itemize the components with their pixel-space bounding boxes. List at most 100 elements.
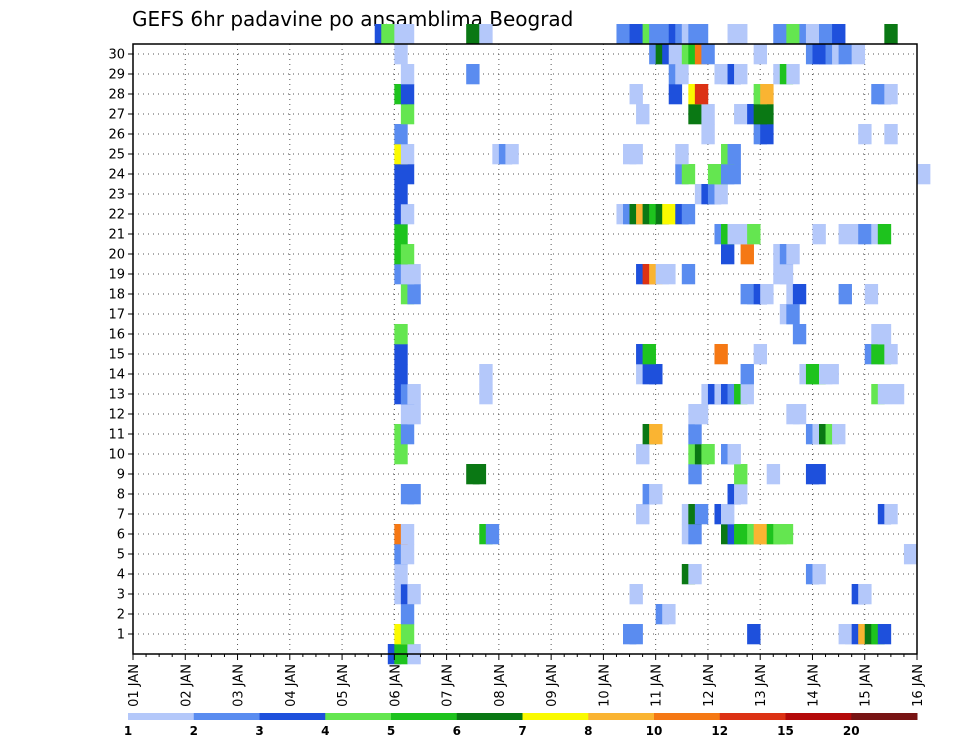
heatmap-cell [773,24,787,45]
heatmap-cell [629,84,643,105]
y-tick-label: 24 [108,168,125,183]
heatmap-cell [681,164,696,185]
x-tick-label: 02 JAN [179,664,194,707]
x-tick-label: 12 JAN [702,664,717,707]
y-tick-label: 21 [108,228,125,243]
y-tick-label: 11 [108,428,125,443]
heatmap-cell [812,464,826,485]
legend-label: 2 [190,724,198,738]
y-tick-label: 27 [108,108,125,123]
heatmap-cell [792,404,807,425]
heatmap-cell [394,564,408,585]
heatmap-cell [400,424,415,445]
heatmap-cell [688,104,702,125]
x-tick-label: 16 JAN [911,664,926,707]
heatmap-cell [740,364,754,385]
heatmap-cell [734,104,748,125]
y-tick-label: 14 [108,368,125,383]
x-tick-label: 10 JAN [597,664,612,707]
heatmap-cell [649,484,663,505]
heatmap-cell [400,244,415,265]
heatmap-cell [747,624,761,645]
heatmap-cell [832,24,846,45]
legend-label: 1 [124,724,132,738]
heatmap-cell [753,44,768,65]
legend-swatch [522,713,589,720]
heatmap-cells [374,24,931,665]
heatmap-cell [884,504,898,525]
heatmap-cell [786,304,800,325]
y-tick-label: 9 [117,468,125,483]
heatmap-cell [407,484,421,505]
heatmap-cell [825,364,839,385]
x-tick-label: 15 JAN [859,664,874,707]
heatmap-cell [714,344,728,365]
heatmap-cell [812,564,826,585]
y-tick-label: 16 [108,328,125,343]
heatmap-cell [407,264,421,285]
heatmap-cell [760,124,774,145]
y-tick-label: 30 [108,48,125,63]
x-tick-label: 11 JAN [650,664,665,707]
y-tick-label: 19 [108,268,125,283]
heatmap-cell [668,84,683,105]
legend-swatch [851,713,918,720]
heatmap-cell [838,224,852,245]
heatmap-cell [400,544,415,565]
legend-label: 15 [777,724,794,738]
heatmap-cell [753,344,768,365]
heatmap-cell [400,624,415,645]
legend-label: 20 [843,724,860,738]
heatmap-cell [649,424,663,445]
heatmap-cell [479,364,493,385]
heatmap-cell [400,604,415,625]
heatmap-cell [505,144,519,165]
heatmap-cell [779,264,794,285]
heatmap-cell [629,144,643,165]
heatmap-cell [858,124,872,145]
heatmap-cell [662,264,676,285]
y-tick-label: 2 [117,608,125,623]
heatmap-cell [838,284,852,305]
heatmap-cell [734,64,748,85]
legend-label: 5 [387,724,395,738]
heatmap-cell [792,284,807,305]
x-axis: 01 JAN 02 JAN 03 JAN 04 JAN 05 JAN 06 JAN 07 J… [127,654,926,707]
heatmap-cell [727,164,741,185]
heatmap-cell [917,164,931,185]
heatmap-cell [400,524,415,545]
heatmap-cell [786,244,800,265]
x-tick-label: 04 JAN [284,664,299,707]
x-tick-label: 13 JAN [754,664,769,707]
heatmap-cell [877,624,892,645]
heatmap-cell [760,104,774,125]
heatmap-cell [479,384,493,405]
heatmap-cell [760,284,774,305]
legend-swatch [193,713,260,720]
heatmap-cell [786,64,800,85]
heatmap-cell [394,364,408,385]
heatmap-cell [400,24,415,45]
heatmap-cell [734,484,748,505]
heatmap-cell [740,244,754,265]
heatmap-cell [479,24,493,45]
heatmap-cell [675,64,689,85]
heatmap-cell [681,264,696,285]
heatmap-cell [884,124,898,145]
y-tick-label: 17 [108,308,125,323]
heatmap-cell [636,504,650,525]
heatmap-cell [694,404,709,425]
heatmap-cell [407,584,421,605]
heatmap-cell [812,224,826,245]
legend-swatch [259,713,326,720]
y-tick-label: 22 [108,208,125,223]
heatmap-cell [721,504,735,525]
plot-frame [132,43,918,655]
legend-label: 4 [321,724,329,738]
heatmap-cell [805,24,820,45]
heatmap-cell [662,604,676,625]
x-tick-label: 09 JAN [545,664,560,707]
y-tick-label: 5 [117,548,125,563]
heatmap-cell [688,464,702,485]
legend-swatch [654,713,721,720]
